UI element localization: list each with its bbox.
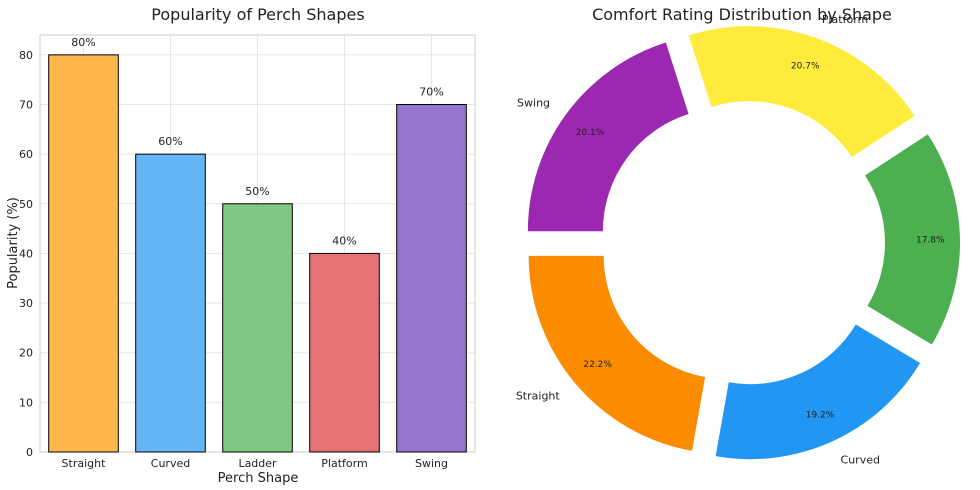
donut-category-label: Swing (517, 97, 550, 110)
donut-slice-platform (688, 26, 915, 157)
bar-ladder (222, 203, 293, 453)
bar-y-tick-label: 50 (19, 198, 33, 211)
bar-y-tick-label: 30 (19, 297, 33, 310)
bar-y-tick-label: 80 (19, 49, 33, 62)
bar-value-label: 50% (245, 185, 269, 198)
donut-slice-ladder (865, 134, 960, 345)
donut-chart-title: Comfort Rating Distribution by Shape (592, 5, 892, 24)
bar-x-tick-label: Straight (62, 457, 107, 470)
donut-slice-swing (527, 42, 689, 232)
bar-y-tick-label: 70 (19, 99, 33, 112)
bars: 80% 60% 50% 40% 70% (48, 36, 467, 453)
bar-value-label: 40% (332, 234, 356, 247)
donut-pct-label: 20.7% (791, 62, 820, 72)
bar-x-tick-label: Curved (151, 457, 190, 470)
donut-slices: 22.2%Straight19.2%Curved17.8%Ladder20.7%… (516, 13, 980, 466)
donut-pct-label: 20.1% (576, 128, 605, 138)
bar-y-tick-label: 40 (19, 247, 33, 260)
donut-pct-label: 22.2% (583, 360, 612, 370)
bar-platform (309, 252, 380, 453)
donut-slice-straight (528, 255, 706, 451)
bar-curved (135, 153, 206, 453)
bar-y-ticks: 0 10 20 30 40 50 60 70 80 (19, 49, 33, 459)
bar-y-tick-label: 10 (19, 396, 33, 409)
donut-pct-label: 17.8% (916, 235, 945, 245)
bar-x-tick-label: Platform (321, 457, 367, 470)
bar-y-axis-label: Popularity (%) (6, 197, 21, 289)
bar-y-tick-label: 0 (26, 446, 33, 459)
donut-slice-curved (715, 324, 921, 460)
donut-chart: Comfort Rating Distribution by Shape 22.… (516, 5, 980, 466)
bar-value-label: 70% (419, 86, 443, 99)
donut-category-label: Straight (516, 390, 561, 403)
bar-chart: Popularity of Perch Shapes 0 10 20 30 40 50 60… (6, 5, 476, 486)
bar-x-tick-label: Ladder (238, 457, 277, 470)
bar-y-tick-label: 60 (19, 148, 33, 161)
bar-swing (396, 104, 467, 453)
donut-category-label: Platform (822, 13, 868, 26)
bar-y-tick-label: 20 (19, 347, 33, 360)
bar-x-ticks: Straight Curved Ladder Platform Swing (62, 457, 448, 470)
bar-chart-title: Popularity of Perch Shapes (151, 5, 364, 24)
donut-pct-label: 19.2% (806, 410, 835, 420)
bar-value-label: 60% (158, 135, 182, 148)
bar-x-axis-label: Perch Shape (218, 471, 299, 486)
bar-straight (48, 54, 119, 453)
bar-value-label: 80% (71, 36, 95, 49)
bar-x-tick-label: Swing (415, 457, 448, 470)
donut-category-label: Curved (841, 453, 880, 466)
